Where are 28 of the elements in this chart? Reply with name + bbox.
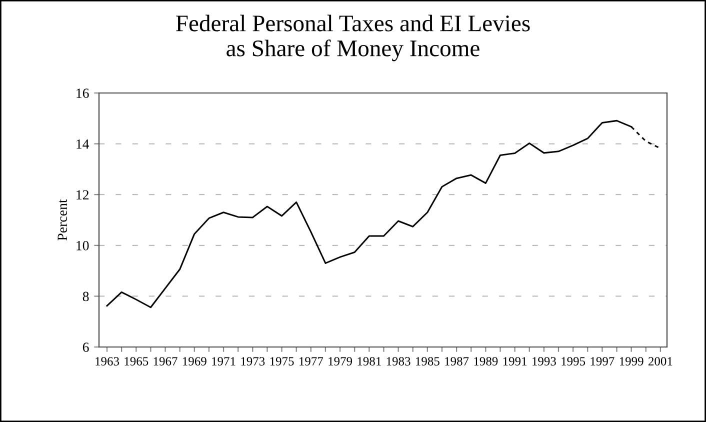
x-tick-label: 2001 [648,357,672,366]
x-tick-label: 1963 [96,357,120,366]
x-tick-label: 1975 [270,357,294,366]
x-tick-label: 1995 [562,357,586,366]
x-tick-label: 1981 [358,357,381,366]
y-tick-label: 12 [76,190,89,200]
x-tick-label: 1971 [212,357,236,366]
x-tick-label: 1989 [474,357,498,366]
y-axis-title: Percent [58,199,68,240]
x-tick-label: 1977 [300,357,324,366]
y-tick-label: 10 [76,240,89,250]
x-tick-label: 1983 [386,357,410,366]
x-tick-label: 1973 [241,357,265,366]
chart-title: Federal Personal Taxes and EI Levies as Share of Money Income [176,14,530,62]
x-tick-label: 1999 [620,357,644,366]
x-tick-label: 1991 [503,357,527,366]
x-tick-label: 1985 [416,357,440,366]
x-tick-label: 1993 [532,357,556,366]
y-tick-label: 6 [82,342,89,352]
x-tick-label: 1997 [590,357,614,366]
x-tick-label: 1967 [154,357,178,366]
y-tick-label: 14 [76,139,90,149]
y-tick-label: 16 [76,88,89,98]
x-tick-label: 1965 [124,357,148,366]
x-tick-label: 1969 [182,357,206,366]
x-tick-label: 1979 [328,357,352,366]
x-tick-label: 1987 [445,357,469,366]
y-tick-label: 8 [82,292,89,302]
